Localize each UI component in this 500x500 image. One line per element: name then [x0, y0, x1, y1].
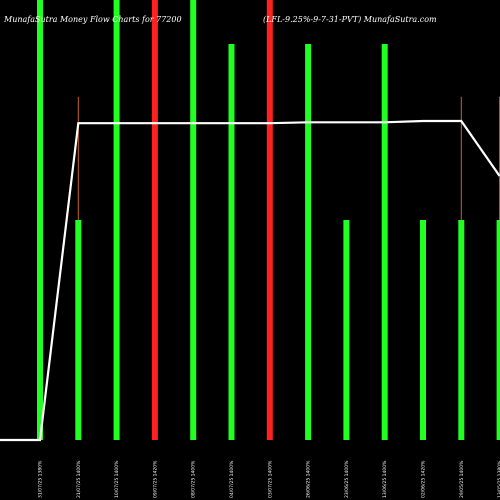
- tick-label: 03/07/25 1400%: [267, 460, 273, 498]
- tick-label: 13/06/25 1400%: [382, 460, 388, 498]
- tick-label: 31/07/25 1380%: [38, 460, 44, 498]
- tick-label: 04/07/25 1400%: [229, 460, 235, 498]
- bar-8: [343, 220, 350, 440]
- tick-label: 21/07/25 1400%: [76, 460, 82, 498]
- tick-label: 08/07/25 1400%: [191, 460, 197, 498]
- bar-4: [190, 0, 197, 440]
- tick-label: 26/06/25 1400%: [306, 460, 312, 498]
- tick-label: 13/05/25 1380%: [497, 460, 500, 498]
- bars-layer: [37, 0, 500, 440]
- tick-label: 10/07/25 1400%: [114, 460, 120, 498]
- bar-3: [151, 0, 158, 440]
- bar-5: [228, 44, 235, 440]
- bar-11: [458, 220, 465, 440]
- chart-title-right: (LFL-9.25%-9-7-31-PVT) MunafaSutra.com: [263, 15, 437, 24]
- bar-9: [381, 44, 388, 440]
- x-tick-labels: 31/07/25 1380% 21/07/25 1400% 10/07/25 140…: [38, 460, 500, 498]
- chart-title-left: MunafaSutra Money Flow Charts for 77200: [3, 15, 182, 24]
- bar-2: [113, 0, 120, 440]
- bar-12: [496, 220, 500, 440]
- tick-label: 09/07/25 1420%: [152, 460, 158, 498]
- bar-6: [266, 0, 273, 440]
- bar-7: [305, 44, 312, 440]
- tick-label: 23/06/25 1400%: [344, 460, 350, 498]
- tick-label: 02/06/25 1420%: [421, 460, 427, 498]
- tick-label: 29/05/25 1400%: [459, 460, 465, 498]
- bar-10: [420, 220, 426, 440]
- bar-0: [37, 0, 43, 440]
- bar-1: [75, 220, 82, 440]
- price-line: [0, 119, 500, 442]
